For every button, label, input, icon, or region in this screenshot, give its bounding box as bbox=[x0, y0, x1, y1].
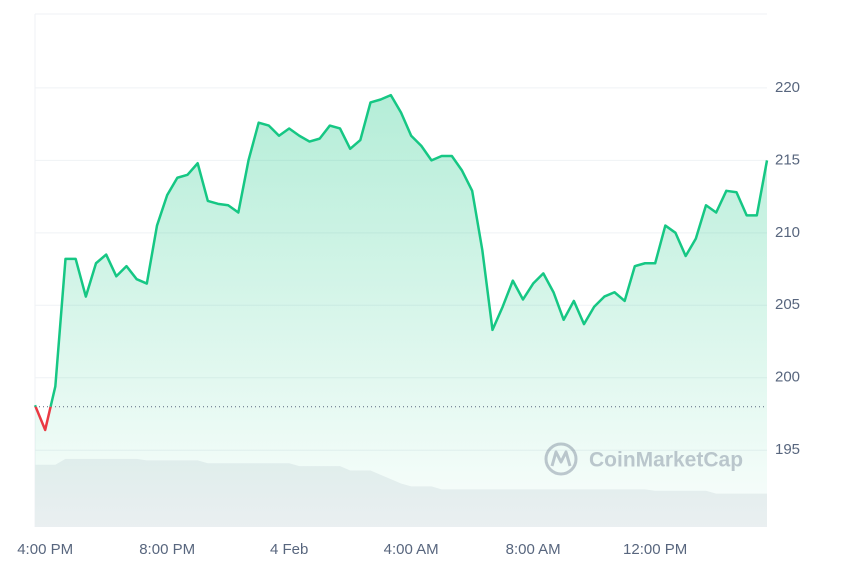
y-tick-label: 220 bbox=[775, 79, 800, 96]
watermark: CoinMarketCap bbox=[544, 442, 743, 476]
y-tick-label: 215 bbox=[775, 151, 800, 168]
x-tick-label: 4:00 PM bbox=[17, 541, 73, 558]
x-tick-label: 12:00 PM bbox=[623, 541, 687, 558]
x-tick-label: 4:00 AM bbox=[384, 541, 439, 558]
watermark-logo bbox=[544, 442, 578, 476]
area-fill bbox=[35, 95, 767, 528]
x-tick-label: 8:00 PM bbox=[139, 541, 195, 558]
x-tick-label: 8:00 AM bbox=[506, 541, 561, 558]
y-tick-label: 200 bbox=[775, 369, 800, 386]
y-tick-label: 195 bbox=[775, 441, 800, 458]
y-tick-label: 210 bbox=[775, 224, 800, 241]
watermark-logo-mark bbox=[550, 450, 572, 467]
price-line bbox=[33, 93, 769, 407]
watermark-text: CoinMarketCap bbox=[589, 449, 743, 472]
x-tick-label: 4 Feb bbox=[270, 541, 308, 558]
y-tick-label: 205 bbox=[775, 296, 800, 313]
